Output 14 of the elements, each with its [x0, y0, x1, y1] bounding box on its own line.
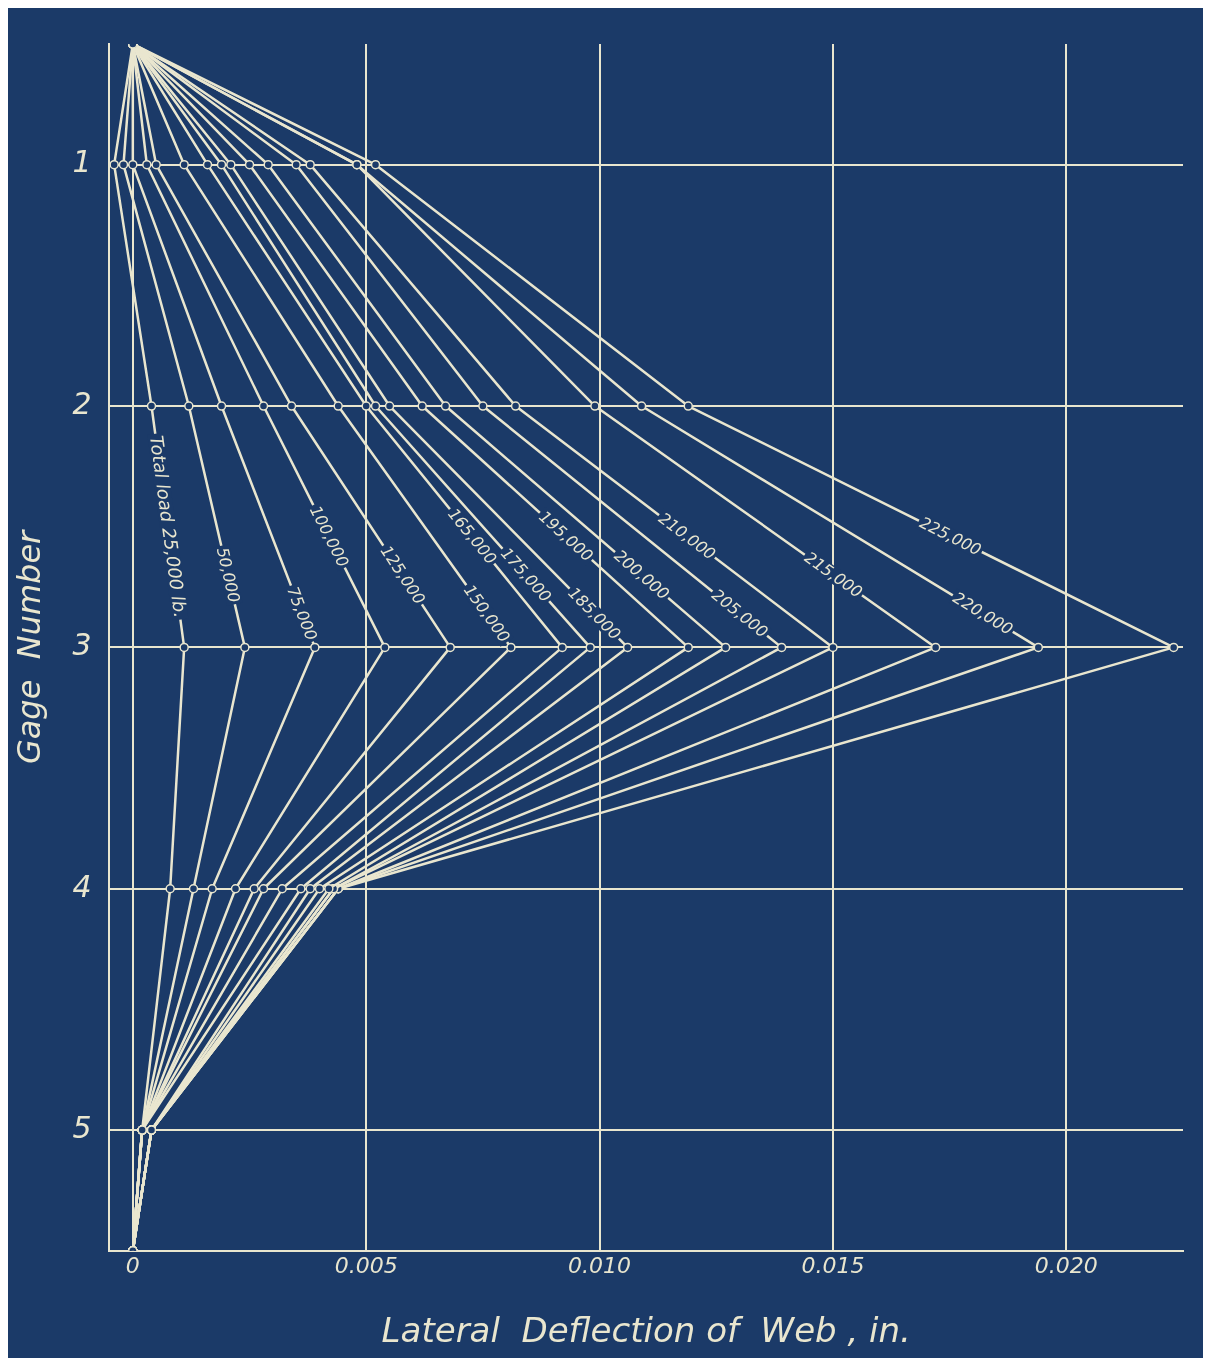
- y-tick-label: 1: [72, 144, 92, 180]
- y-tick-label: 5: [72, 1109, 92, 1145]
- x-axis-title: Lateral Deflection of Web , in.: [381, 1310, 911, 1351]
- y-tick-label: 2: [72, 385, 92, 421]
- y-tick-label: 4: [72, 868, 92, 904]
- x-tick-label: 0.005: [334, 1252, 398, 1278]
- text: Total load 25,000 lb.: [145, 434, 192, 620]
- x-tick-label: 0.020: [1034, 1252, 1098, 1278]
- x-tick-label: 0.010: [568, 1252, 632, 1278]
- text: 50,000: [212, 545, 244, 605]
- y-axis-title: Gage Number: [9, 528, 48, 765]
- x-tick-label: 0: [125, 1252, 140, 1278]
- y-tick-label: 3: [72, 627, 92, 663]
- x-tick-label: 0.015: [801, 1252, 865, 1278]
